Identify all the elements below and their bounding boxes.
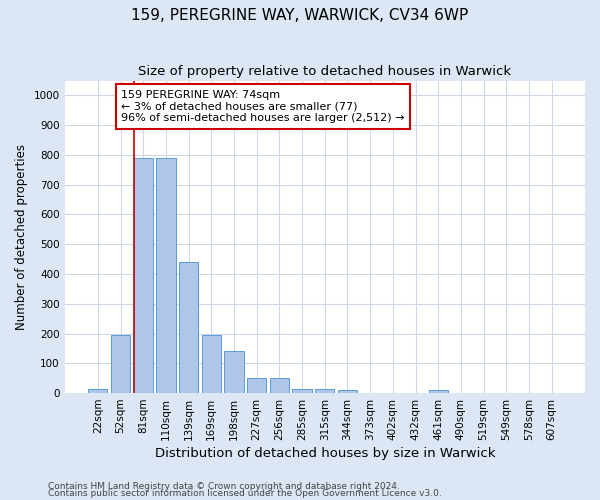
Bar xyxy=(134,158,153,393)
Y-axis label: Number of detached properties: Number of detached properties xyxy=(15,144,28,330)
Bar xyxy=(202,335,221,393)
Bar xyxy=(111,335,130,393)
Bar xyxy=(292,388,312,393)
Bar xyxy=(428,390,448,393)
Text: Contains HM Land Registry data © Crown copyright and database right 2024.: Contains HM Land Registry data © Crown c… xyxy=(48,482,400,491)
X-axis label: Distribution of detached houses by size in Warwick: Distribution of detached houses by size … xyxy=(155,447,495,460)
Title: Size of property relative to detached houses in Warwick: Size of property relative to detached ho… xyxy=(138,65,511,78)
Bar xyxy=(270,378,289,393)
Bar xyxy=(179,262,198,393)
Bar xyxy=(338,390,357,393)
Bar xyxy=(224,352,244,393)
Bar xyxy=(88,388,107,393)
Text: 159, PEREGRINE WAY, WARWICK, CV34 6WP: 159, PEREGRINE WAY, WARWICK, CV34 6WP xyxy=(131,8,469,22)
Text: 159 PEREGRINE WAY: 74sqm
← 3% of detached houses are smaller (77)
96% of semi-de: 159 PEREGRINE WAY: 74sqm ← 3% of detache… xyxy=(121,90,404,123)
Bar xyxy=(156,158,176,393)
Bar xyxy=(247,378,266,393)
Text: Contains public sector information licensed under the Open Government Licence v3: Contains public sector information licen… xyxy=(48,489,442,498)
Bar xyxy=(315,390,334,393)
